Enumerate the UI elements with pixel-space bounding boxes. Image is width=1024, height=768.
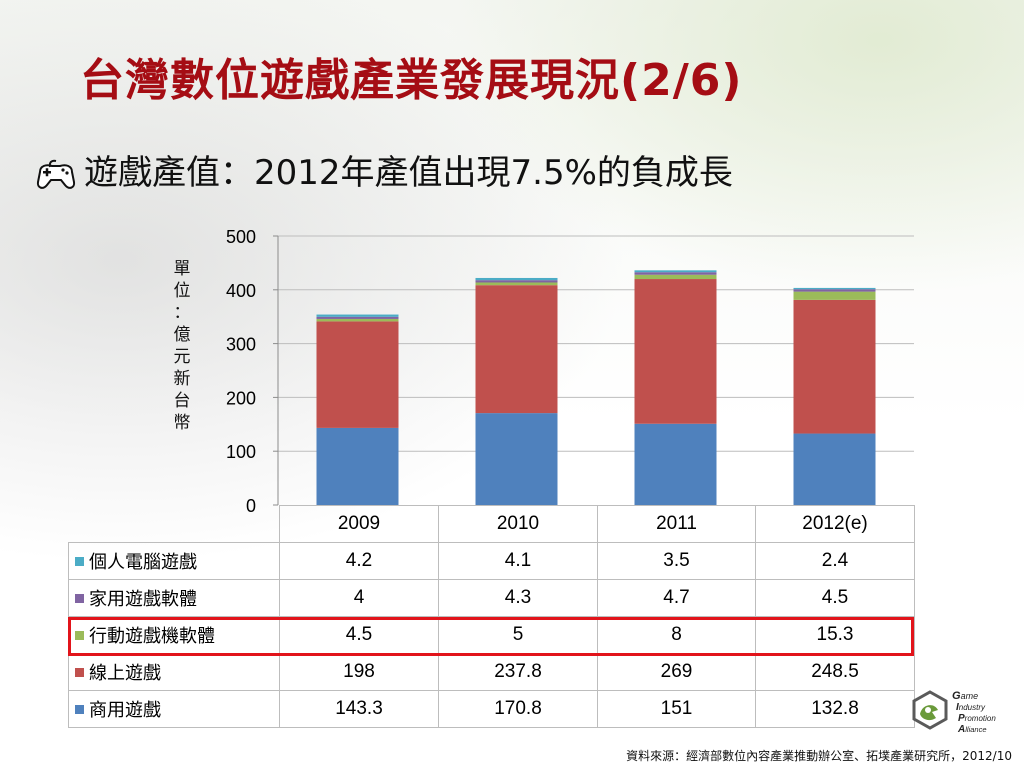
legend-swatch [75, 556, 84, 566]
table-header-row: 2009 2010 2011 2012(e) [68, 505, 915, 543]
legend-entry: 線上遊戲 [68, 653, 280, 691]
y-tick-label: 300 [226, 335, 256, 355]
data-label: 248.5 [755, 653, 915, 691]
bar-segment [316, 427, 399, 505]
logo-line-4: lliance [965, 725, 986, 734]
y-tick-label: 200 [226, 388, 256, 408]
slide-subtitle: 遊戲產值：2012年產值出現7.5%的負成長 [84, 153, 733, 193]
data-label: 2.4 [755, 542, 915, 580]
bar-segment [316, 316, 399, 319]
bar-segment [316, 321, 399, 428]
legend-swatch [75, 667, 84, 677]
gamepad-icon [36, 159, 76, 189]
data-label: 4.7 [597, 579, 756, 617]
data-label: 198 [279, 653, 439, 691]
legend-swatch [75, 593, 84, 603]
bar-segment [793, 287, 876, 290]
data-label: 4.1 [438, 542, 598, 580]
legend-swatch [75, 704, 84, 714]
x-tick-label: 2009 [279, 505, 439, 543]
y-axis-label-char: 台 [173, 391, 191, 411]
bar-segment [793, 291, 876, 300]
series-name: 行動遊戲機軟體 [89, 626, 215, 646]
bar-segment [634, 423, 717, 505]
table-row: 家用遊戲軟體 4 4.3 4.7 4.5 [68, 579, 915, 617]
x-tick-label: 2012(e) [755, 505, 915, 543]
data-label: 132.8 [755, 690, 915, 728]
bar-segment [634, 279, 717, 424]
bar-segment [475, 285, 558, 414]
logo-line-2: ndustry [959, 703, 986, 712]
data-label: 237.8 [438, 653, 598, 691]
bar-segment [793, 299, 876, 434]
y-axis-label: 單位：億元新台幣 [168, 258, 196, 434]
table-row: 個人電腦遊戲 4.2 4.1 3.5 2.4 [68, 542, 915, 580]
logo-line-1: ame [961, 691, 979, 701]
bar-segment [634, 272, 717, 275]
legend-entry: 行動遊戲機軟體 [68, 616, 280, 654]
y-axis-label-char: 幣 [173, 413, 191, 433]
bar-segment [475, 280, 558, 283]
gipa-logo: Game Industry Promotion Alliance [912, 690, 996, 735]
y-axis-label-char: 位 [173, 281, 191, 301]
table-corner-cell [68, 505, 280, 543]
bar-segment [634, 274, 717, 280]
x-tick-label: 2011 [597, 505, 756, 543]
data-label: 151 [597, 690, 756, 728]
data-table: 2009 2010 2011 2012(e) 個人電腦遊戲 4.2 4.1 3.5 2.4 家用… [68, 505, 915, 728]
source-note: 資料來源：經濟部數位內容產業推動辦公室、拓墣產業研究所，2012/10 [626, 749, 1012, 763]
data-label: 15.3 [755, 616, 915, 654]
data-label: 4.3 [438, 579, 598, 617]
bar-segment [475, 277, 558, 281]
bar-segment [793, 433, 876, 505]
svg-text:Industry: Industry [956, 702, 986, 713]
data-label: 143.3 [279, 690, 439, 728]
y-axis-label-char: 元 [173, 347, 191, 367]
data-label: 4.5 [755, 579, 915, 617]
data-label: 8 [597, 616, 756, 654]
slide-title: 台灣數位遊戲產業發展現況(2/6) [80, 55, 743, 106]
data-label: 269 [597, 653, 756, 691]
svg-text:Game: Game [952, 690, 978, 702]
y-axis-label-char: 單 [173, 259, 191, 279]
legend-entry: 個人電腦遊戲 [68, 542, 280, 580]
data-label: 4 [279, 579, 439, 617]
bar-segment [793, 289, 876, 292]
x-tick-label: 2010 [438, 505, 598, 543]
svg-text:Alliance: Alliance [957, 724, 987, 735]
y-axis-label-char: 億 [173, 325, 191, 345]
data-label: 3.5 [597, 542, 756, 580]
logo-line-3: romotion [965, 714, 997, 723]
data-label: 4.2 [279, 542, 439, 580]
table-row: 線上遊戲 198 237.8 269 248.5 [68, 653, 915, 691]
bar-segment [316, 314, 399, 317]
data-label: 4.5 [279, 616, 439, 654]
legend-entry: 家用遊戲軟體 [68, 579, 280, 617]
series-name: 商用遊戲 [89, 700, 161, 720]
series-name: 家用遊戲軟體 [89, 589, 197, 609]
bar-segment [475, 413, 558, 505]
y-axis-label-char: 新 [173, 369, 191, 389]
data-label: 5 [438, 616, 598, 654]
y-tick-label: 100 [226, 442, 256, 462]
bar-segment [634, 270, 717, 273]
bar-segment [316, 318, 399, 322]
series-name: 個人電腦遊戲 [89, 552, 197, 572]
legend-entry: 商用遊戲 [68, 690, 280, 728]
svg-text:Promotion: Promotion [958, 713, 996, 724]
table-row: 商用遊戲 143.3 170.8 151 132.8 [68, 690, 915, 728]
bar-segment [475, 282, 558, 286]
legend-swatch [75, 630, 84, 640]
data-label: 170.8 [438, 690, 598, 728]
series-name: 線上遊戲 [89, 663, 161, 683]
table-row: 行動遊戲機軟體 4.5 5 8 15.3 [68, 616, 915, 654]
y-tick-label: 500 [226, 227, 256, 247]
y-axis-label-char: ： [173, 303, 191, 323]
y-tick-label: 400 [226, 281, 256, 301]
